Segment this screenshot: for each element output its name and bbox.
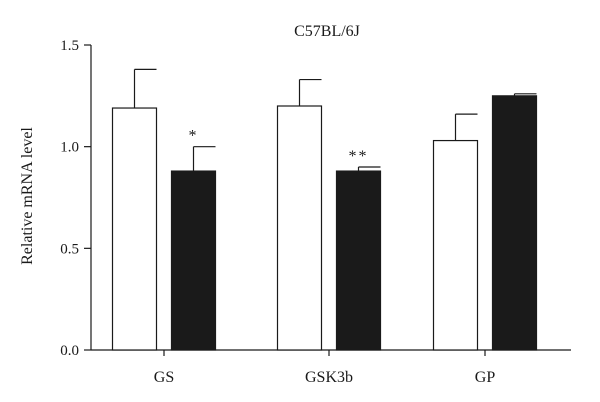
y-axis-label: Relative mRNA level — [19, 127, 36, 265]
y-tick-label: 1.5 — [60, 38, 79, 54]
y-tick-label: 1.0 — [60, 140, 79, 156]
category-labels: GS GSK3b GP — [154, 350, 496, 386]
bar-gs-series-1 — [111, 107, 158, 351]
bar-gp-series-2 — [491, 95, 538, 351]
x-category-label: GSK3b — [305, 369, 353, 386]
bar-gsk3b-series-1 — [276, 105, 323, 351]
y-tick-label: 0.5 — [60, 241, 79, 257]
x-category-label: GP — [475, 369, 496, 386]
y-tick-label: 0.0 — [60, 343, 79, 359]
x-category-label: GS — [154, 369, 174, 386]
significance-marker: * — [189, 128, 199, 145]
y-ticks: 0.0 0.5 1.0 1.5 — [60, 38, 91, 359]
chart-title: C57BL/6J — [294, 23, 360, 40]
significance-marker: ** — [349, 148, 369, 165]
bars-group: *** — [111, 68, 538, 351]
bar-gs-series-2 — [170, 170, 217, 351]
bar-gp-series-1 — [432, 139, 479, 351]
bar-gsk3b-series-2 — [335, 170, 382, 351]
